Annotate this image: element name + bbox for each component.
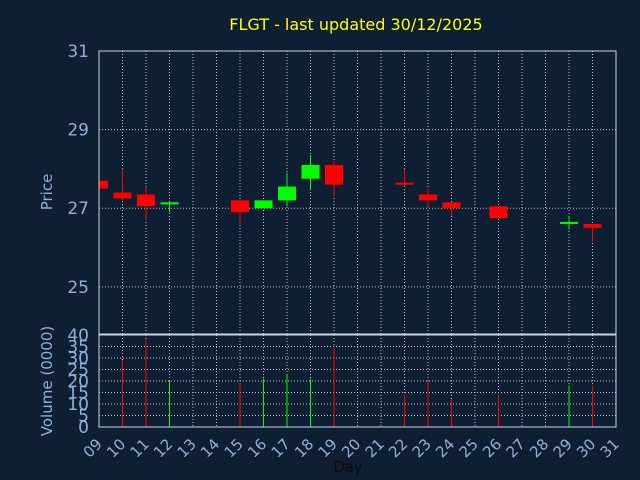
candle-up	[560, 221, 578, 224]
volume-grid	[98, 334, 617, 428]
volume-tick-label: 20	[67, 372, 89, 392]
day-tick-label: 18	[291, 435, 317, 461]
volume-tick-label: 15	[67, 384, 89, 404]
volume-tick-label: 25	[67, 361, 89, 381]
candle-down	[137, 194, 155, 207]
volume-tick-label: 35	[67, 338, 89, 358]
volume-tick-label: 10	[67, 395, 89, 415]
day-tick-label: 10	[103, 435, 129, 461]
price-tick-label: 31	[67, 42, 89, 62]
candle-down	[99, 180, 108, 189]
candle-down	[419, 194, 437, 201]
volume-tick-label: 40	[67, 326, 89, 346]
candle-down	[395, 182, 414, 185]
volume-tick-label: 0	[78, 418, 89, 438]
day-tick-label: 21	[362, 435, 388, 461]
day-tick-labels: 0910111213141516171819202122232425262728…	[80, 435, 623, 461]
day-tick-label: 22	[385, 435, 411, 461]
candle-up	[254, 200, 273, 209]
day-tick-label: 17	[268, 435, 294, 461]
candle-down	[442, 202, 461, 209]
candle-down	[489, 206, 508, 219]
price-tick-label: 29	[67, 121, 89, 141]
day-tick-label: 25	[456, 435, 482, 461]
day-tick-label: 31	[597, 435, 623, 461]
volume-tick-label: 30	[67, 349, 89, 369]
candle-down	[113, 192, 132, 199]
day-tick-label: 12	[150, 435, 176, 461]
day-tick-label: 24	[432, 435, 458, 461]
candle-down	[231, 200, 249, 213]
day-tick-label: 26	[479, 435, 505, 461]
price-grid	[98, 50, 617, 334]
price-tick-label: 27	[67, 199, 89, 219]
plot-frames	[98, 50, 617, 428]
day-tick-label: 29	[550, 435, 576, 461]
day-tick-label: 09	[80, 435, 106, 461]
candle-up	[278, 186, 296, 201]
day-tick-label: 11	[127, 435, 153, 461]
candle-up	[301, 164, 320, 179]
price-tick-label: 25	[67, 278, 89, 298]
candle-down	[583, 223, 602, 228]
x-axis-label: Day	[333, 458, 363, 476]
day-tick-label: 27	[503, 435, 529, 461]
day-tick-label: 14	[197, 435, 223, 461]
day-tick-label: 16	[244, 435, 270, 461]
day-tick-label: 15	[221, 435, 247, 461]
price-tick-labels: 25 27 29 31	[67, 42, 89, 298]
candle-down	[325, 164, 343, 185]
day-tick-label: 28	[526, 435, 552, 461]
day-tick-label: 13	[174, 435, 200, 461]
candlesticks	[98, 155, 602, 242]
price-plot-frame	[98, 50, 617, 335]
chart-title: FLGT - last updated 30/12/2025	[229, 15, 482, 34]
volume-tick-label: 5	[78, 407, 89, 427]
volume-plot-frame	[98, 334, 617, 428]
day-tick-label: 30	[573, 435, 599, 461]
volume-axis-label: Volume (0000)	[38, 326, 56, 436]
volume-bars	[122, 339, 593, 427]
price-axis-label: Price	[38, 174, 56, 211]
candle-up	[160, 202, 179, 205]
day-tick-label: 23	[409, 435, 435, 461]
